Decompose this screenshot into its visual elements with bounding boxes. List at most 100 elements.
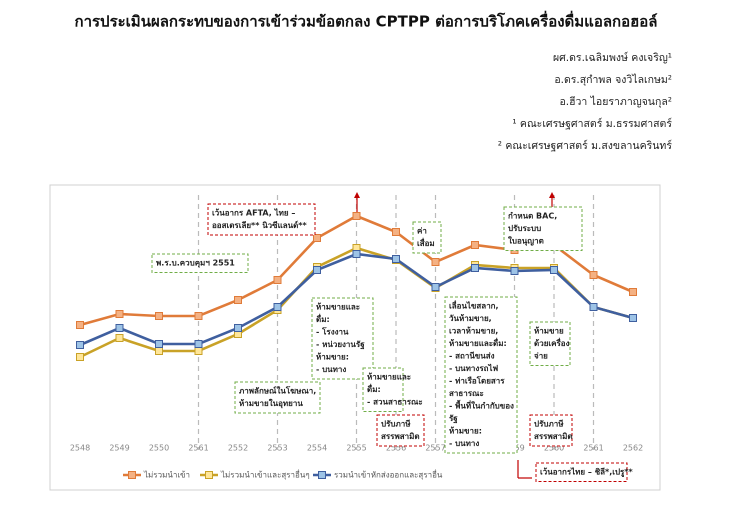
- annotation-box: [207, 203, 316, 236]
- point: [194, 347, 203, 355]
- annotation-text: - โรงงาน: [316, 327, 349, 337]
- x-tick-label: 2555: [346, 444, 366, 453]
- authors: ผศ.ดร.เฉลิมพงษ์ คงเจริญ¹ อ.ดร.สุกำพล จงวิ…: [498, 51, 673, 152]
- annotation-text: กำหนด BAC,: [508, 212, 557, 221]
- annotation-box: [412, 221, 442, 254]
- annotation-text: ค่า: [417, 227, 427, 236]
- annotation-text: ห้ามขาย:: [449, 426, 482, 436]
- annotation-text: - พื้นที่ในกำกับของ: [449, 400, 514, 411]
- x-tick-label: 2549: [109, 444, 129, 453]
- annotation-text: วันห้ามขาย,: [449, 313, 492, 323]
- point: [76, 341, 84, 349]
- x-tick-label: 2556: [386, 444, 406, 453]
- point: [510, 267, 519, 275]
- legend-marker: [128, 471, 136, 479]
- annotation-text: - บนทางรถไฟ: [449, 363, 498, 373]
- annotation-text: ปรับภาษี: [534, 419, 564, 429]
- annotation-text: สรรพสามิต: [534, 432, 573, 441]
- point: [629, 314, 637, 322]
- annotation-text: ห้ามขาย: [534, 326, 564, 336]
- point: [273, 303, 282, 311]
- annotation-text: เวลาห้ามขาย,: [449, 326, 498, 336]
- annotation-text: ด้วยเครื่อง: [534, 337, 570, 348]
- legend-marker: [318, 471, 326, 479]
- annotation-text: - สวนสาธารณะ: [367, 398, 423, 407]
- point: [589, 303, 598, 311]
- point: [115, 334, 124, 342]
- legend-label: รวมนำเข้าหักส่งออกและสุราอื่น: [334, 469, 443, 480]
- annotation-text: สาธารณะ: [449, 389, 484, 398]
- annotation-text: สรรพสามิต: [381, 432, 420, 441]
- x-tick-label: 2552: [228, 444, 248, 453]
- annotation-text: พ.ร.บ.ควบคุมฯ 2551: [156, 259, 235, 269]
- point: [392, 228, 400, 236]
- point: [76, 321, 84, 329]
- annotation-text: จ่าย: [534, 352, 548, 361]
- point: [155, 340, 163, 348]
- annotation-text: ดื่ม:: [367, 383, 381, 394]
- annotation-text: ห้ามขาย:: [316, 352, 349, 362]
- annotation-box: [151, 253, 249, 273]
- point: [115, 310, 124, 318]
- author-line: อ.ดร.สุกำพล จงวิไลเกษม²: [554, 73, 672, 86]
- point: [115, 324, 124, 332]
- annotation-text: เว้นอากร AFTA, ไทย –: [212, 208, 295, 218]
- annotation-box: [311, 297, 374, 380]
- annotation-box: [529, 414, 573, 447]
- author-line: อ.ฮีวา ไอยราภาญจนกุล²: [559, 95, 672, 108]
- annotation-box: [234, 381, 321, 414]
- point: [76, 353, 84, 361]
- x-tick-label: 2560: [544, 444, 564, 453]
- point: [234, 296, 242, 304]
- annotation-text: ดื่ม:: [316, 313, 330, 324]
- point: [550, 266, 558, 274]
- point: [471, 264, 479, 272]
- annotation-text: ห้ามขายและ: [316, 302, 360, 312]
- point: [431, 283, 440, 291]
- annotation-box: [529, 321, 571, 366]
- annotation-text: เสื่อม: [417, 237, 435, 248]
- point: [155, 347, 163, 355]
- annotation-box: [362, 367, 404, 412]
- arrow-head: [354, 192, 360, 198]
- point: [273, 276, 282, 284]
- x-tick-label: 2557: [425, 444, 445, 453]
- annotation-text: รัฐ: [449, 414, 458, 424]
- annotation-box: [503, 206, 583, 251]
- point: [392, 255, 400, 263]
- annotation-text: ภาพลักษณ์ในโฆษณา,: [239, 386, 316, 396]
- annotation-text: - หน่วยงานรัฐ: [316, 340, 365, 350]
- annotation-text: ปรับภาษี: [381, 419, 411, 429]
- x-tick-label: 2548: [70, 444, 90, 453]
- x-tick-label: 2554: [307, 444, 327, 453]
- annotation-text: ห้ามขายและ: [367, 372, 411, 382]
- annotation-text: ออสเตรเลีย** นิวซีแลนด์**: [212, 220, 307, 230]
- annotation-text: ห้ามขายในอุทยาน: [239, 398, 303, 409]
- point: [629, 288, 637, 296]
- legend-marker: [205, 471, 213, 479]
- legend-label: ไม่รวมนำเข้าและสุราอื่นๆ: [220, 469, 310, 480]
- point: [194, 312, 203, 320]
- annotation-text: - ท่าเรือโดยสาร: [449, 376, 505, 386]
- page-title: การประเมินผลกระทบของการเข้าร่วมข้อตกลง C…: [74, 11, 657, 31]
- point: [352, 212, 361, 220]
- annotation-box: [535, 462, 628, 482]
- x-tick-label: 2550: [149, 444, 169, 453]
- point: [589, 271, 598, 279]
- x-tick-label: 2561: [583, 444, 603, 453]
- x-tick-label: 2553: [267, 444, 287, 453]
- x-tick-label: 2562: [623, 444, 643, 453]
- point: [155, 312, 163, 320]
- point: [352, 250, 361, 258]
- annotation-text: ใบอนุญาต: [508, 236, 544, 247]
- annotation-text: ปรับระบบ: [508, 224, 541, 233]
- chart: 2548 2549 2550 2561 2552 2553 2554 2555 2556 2557…: [70, 192, 643, 482]
- legend-label: ไม่รวมนำเข้า: [143, 471, 190, 480]
- annotation-text: เว้นอากรไทย – ชิลี*,เปรู**: [540, 467, 634, 478]
- point: [194, 340, 203, 348]
- annotation-box: [376, 414, 425, 447]
- annotation-text: - สถานีขนส่ง: [449, 351, 495, 361]
- annotation-text: เลื่อนไขสลาก,: [449, 300, 499, 311]
- author-line: ¹ คณะเศรษฐศาสตร์ ม.ธรรมศาสตร์: [512, 117, 672, 130]
